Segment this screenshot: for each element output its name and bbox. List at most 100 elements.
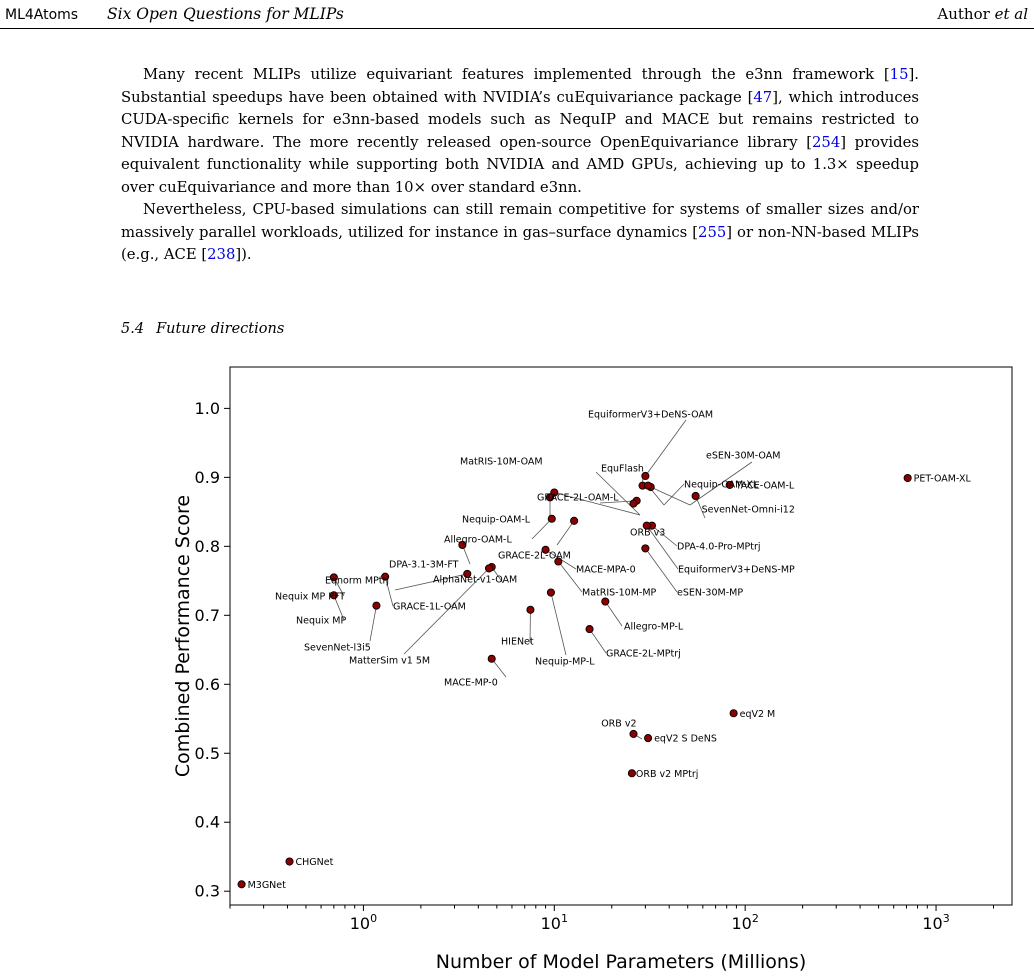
data-points — [237, 471, 912, 889]
x-axis-ticks: 100 101 102 103 — [229, 905, 995, 933]
data-point — [463, 569, 472, 578]
point-label: HIENet — [501, 637, 534, 648]
data-point — [629, 499, 638, 508]
point-label: EquiformerV3+DeNS-OAM — [588, 410, 713, 421]
point-label: GRACE-2L-OAM-L — [537, 493, 619, 504]
data-point — [601, 597, 610, 606]
leader-line — [369, 605, 377, 642]
y-tick-label: 0.4 — [195, 813, 220, 832]
citation-link[interactable]: 254 — [812, 133, 841, 151]
data-point — [526, 605, 535, 614]
paragraph-text: ] provides equivalent functionality whil… — [121, 133, 919, 196]
leader-line — [384, 576, 394, 607]
point-label: EquiformerV3+DeNS-MP — [678, 565, 795, 576]
point-label: SevenNet-Omni-i12 — [702, 504, 795, 515]
y-tick-label: 1.0 — [195, 399, 220, 418]
paragraph-gpu-kernels: Many recent MLIPs utilize equivariant fe… — [121, 64, 919, 199]
y-tick-label: 0.9 — [195, 468, 220, 487]
paragraph-text: Many recent MLIPs utilize equivariant fe… — [143, 66, 890, 83]
y-axis-label: Combined Performance Score — [172, 495, 194, 777]
paragraph-text: ]). — [235, 246, 252, 263]
data-point — [545, 493, 555, 502]
paragraph-text: Nevertheless, CPU-based simulations can … — [121, 201, 919, 241]
point-label: Nequix MP PFT — [275, 592, 345, 603]
x-tick-label: 103 — [922, 912, 949, 933]
header-rule — [0, 28, 1034, 29]
point-label: Nequix MP — [296, 616, 346, 627]
point-label: CHGNet — [296, 857, 334, 868]
point-label: ORB v2 — [601, 718, 636, 729]
x-axis-label: Number of Model Parameters (Millions) — [436, 951, 807, 973]
data-point — [644, 734, 653, 743]
data-point — [329, 591, 338, 600]
data-point — [570, 516, 579, 525]
point-label: GRACE-2L-MPtrj — [606, 649, 681, 660]
data-point — [627, 769, 636, 778]
paragraph-text: ]. Substantial speedups have been obtain… — [121, 66, 919, 106]
paragraph-text: ] or non-NN-based MLIPs (e.g., ACE [ — [121, 223, 919, 264]
leader-line — [645, 548, 678, 593]
citation-link[interactable]: 47 — [753, 88, 773, 106]
point-label: M3GNet — [248, 880, 287, 891]
point-label: eqV2 M — [740, 709, 776, 720]
data-point — [487, 654, 496, 663]
data-point — [285, 857, 294, 866]
point-label: Allegro-OAM-L — [444, 535, 512, 546]
point-label: GRACE-2L-OAM — [498, 551, 571, 562]
point-label: Eqnorm MPtrj — [325, 576, 389, 587]
data-point — [381, 572, 390, 581]
point-label: MatterSim v1 5M — [349, 656, 430, 667]
leader-lines — [333, 419, 753, 740]
running-author: Author et al — [937, 5, 1028, 23]
y-tick-label: 0.8 — [195, 537, 220, 556]
paragraph-text: ], which introduces CUDA-specific kernel… — [121, 88, 919, 151]
leader-line — [403, 568, 490, 655]
point-label: DPA-3.1-3M-FT — [389, 560, 459, 571]
y-tick-label: 0.7 — [195, 606, 220, 625]
data-point — [546, 588, 555, 597]
data-point — [329, 573, 338, 582]
point-label: eSEN-30M-MP — [677, 588, 743, 599]
leader-line — [650, 486, 691, 506]
leader-line — [394, 573, 468, 591]
leader-line — [589, 628, 607, 654]
point-label: MatRIS-10M-MP — [582, 588, 657, 599]
data-point — [729, 709, 738, 718]
point-label: eSEN-30M-OAM — [706, 451, 780, 462]
data-point — [629, 729, 638, 738]
point-label: Nequip-MP-L — [535, 657, 595, 668]
data-point — [372, 601, 381, 610]
x-tick-label: 102 — [731, 912, 758, 933]
running-header: ML4Atoms Six Open Questions for MLIPs Au… — [0, 0, 1034, 28]
point-label: MACE-MP-0 — [444, 678, 498, 689]
point-labels: PET-OAM-XL TACE-OAM-L SevenNet-Omni-i12 eqV… — [248, 410, 972, 891]
y-tick-label: 0.6 — [195, 675, 220, 694]
running-title: Six Open Questions for MLIPs — [107, 5, 344, 23]
author-name: Author — [937, 5, 990, 23]
paragraph-cpu-simulations: Nevertheless, CPU-based simulations can … — [121, 199, 919, 267]
author-etal: et al — [994, 5, 1028, 23]
point-label: AlphaNet-v1-OAM — [433, 575, 517, 586]
leader-line — [550, 592, 567, 656]
citation-link[interactable]: 255 — [698, 223, 727, 241]
point-label: ORB v2 MPtrj — [636, 769, 699, 780]
y-tick-label: 0.3 — [195, 882, 220, 901]
point-label: MatRIS-10M-OAM — [460, 457, 543, 468]
data-point — [691, 491, 700, 501]
leader-line — [554, 492, 641, 516]
leader-line — [531, 518, 553, 540]
y-axis-ticks: 0.3 0.4 0.5 0.6 0.7 0.8 0.9 1.0 — [195, 399, 230, 901]
leader-line — [646, 525, 679, 570]
data-point — [644, 481, 653, 490]
data-point — [641, 471, 650, 481]
leader-line — [689, 461, 753, 506]
point-label: MACE-MPA-0 — [576, 565, 636, 576]
citation-link[interactable]: 238 — [207, 246, 236, 263]
point-label: EquFlash — [601, 464, 644, 475]
body-text: Many recent MLIPs utilize equivariant fe… — [121, 64, 919, 267]
point-label: DPA-4.0-Pro-MPtrj — [677, 542, 761, 553]
point-label: ORB v3 — [630, 528, 665, 539]
leader-line — [558, 561, 583, 593]
citation-link[interactable]: 15 — [889, 66, 909, 83]
data-point — [903, 473, 912, 483]
